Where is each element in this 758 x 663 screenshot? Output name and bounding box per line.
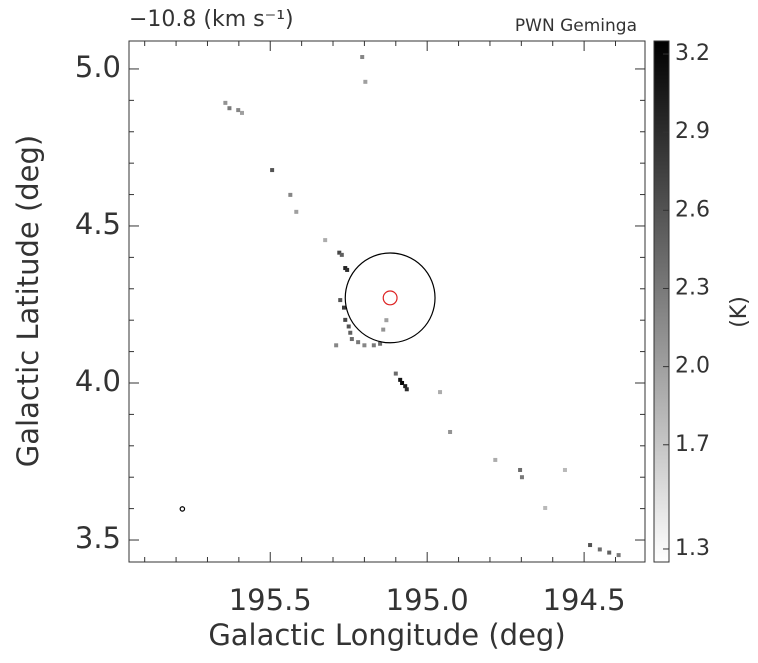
pixel	[588, 543, 592, 547]
y-tick-label: 4.0	[75, 364, 121, 398]
pixel	[356, 340, 360, 344]
pixel	[405, 387, 409, 391]
pixel	[343, 318, 347, 322]
x-tick-label: 194.5	[543, 583, 626, 617]
x-tick-label: 195.5	[229, 583, 312, 617]
pixel	[598, 547, 602, 551]
pixel	[543, 506, 547, 510]
colorbar-label: (K)	[727, 296, 752, 328]
pixel	[563, 468, 567, 472]
region-circle	[180, 507, 184, 511]
colorbar-tick-label: 2.3	[675, 275, 710, 300]
pixel	[448, 430, 452, 434]
pixel	[270, 168, 274, 172]
pixel	[338, 298, 342, 302]
pixel	[350, 337, 354, 341]
pixel	[223, 101, 227, 105]
colorbar	[654, 41, 669, 562]
plot-frame	[129, 41, 645, 562]
pixel	[518, 468, 522, 472]
pixel	[236, 108, 240, 112]
region-circle	[383, 291, 397, 305]
pixel	[363, 80, 367, 84]
colorbar-tick-label: 1.7	[675, 432, 710, 457]
pixel	[347, 324, 351, 328]
pixel	[345, 268, 349, 272]
pixel	[617, 553, 621, 557]
x-tick-label: 195.0	[386, 583, 469, 617]
colorbar-tick-label: 2.0	[675, 354, 710, 379]
pixel	[394, 372, 398, 376]
pixel	[227, 106, 231, 110]
y-axis-label: Galactic Latitude (deg)	[11, 135, 45, 467]
pixel	[288, 193, 292, 197]
colorbar-tick-label: 1.3	[675, 536, 710, 561]
pixel	[340, 253, 344, 257]
subtitle: PWN Geminga	[515, 16, 637, 36]
pixel	[362, 343, 366, 347]
pixel	[323, 238, 327, 242]
y-tick-label: 3.5	[75, 521, 121, 555]
pixel	[438, 390, 442, 394]
pixel	[334, 343, 338, 347]
pixel	[294, 210, 298, 214]
pixel	[372, 343, 376, 347]
x-axis-label: Galactic Longitude (deg)	[208, 618, 565, 652]
pixel	[240, 111, 244, 115]
title: −10.8 (km s⁻¹)	[129, 7, 294, 32]
pixel	[360, 55, 364, 59]
pixel	[607, 551, 611, 555]
pixel	[384, 318, 388, 322]
chart: −10.8 (km s⁻¹) PWN Geminga Galactic Long…	[0, 0, 758, 663]
pixel	[520, 475, 524, 479]
pixel	[342, 306, 346, 310]
pixel	[381, 328, 385, 332]
region-circle	[345, 253, 435, 343]
y-tick-label: 5.0	[75, 50, 121, 84]
colorbar-tick-label: 2.9	[675, 119, 710, 144]
pixel	[493, 458, 497, 462]
colorbar-tick-label: 3.2	[675, 41, 710, 66]
colorbar-tick-label: 2.6	[675, 197, 710, 222]
y-tick-label: 4.5	[75, 207, 121, 241]
pixel	[348, 331, 352, 335]
